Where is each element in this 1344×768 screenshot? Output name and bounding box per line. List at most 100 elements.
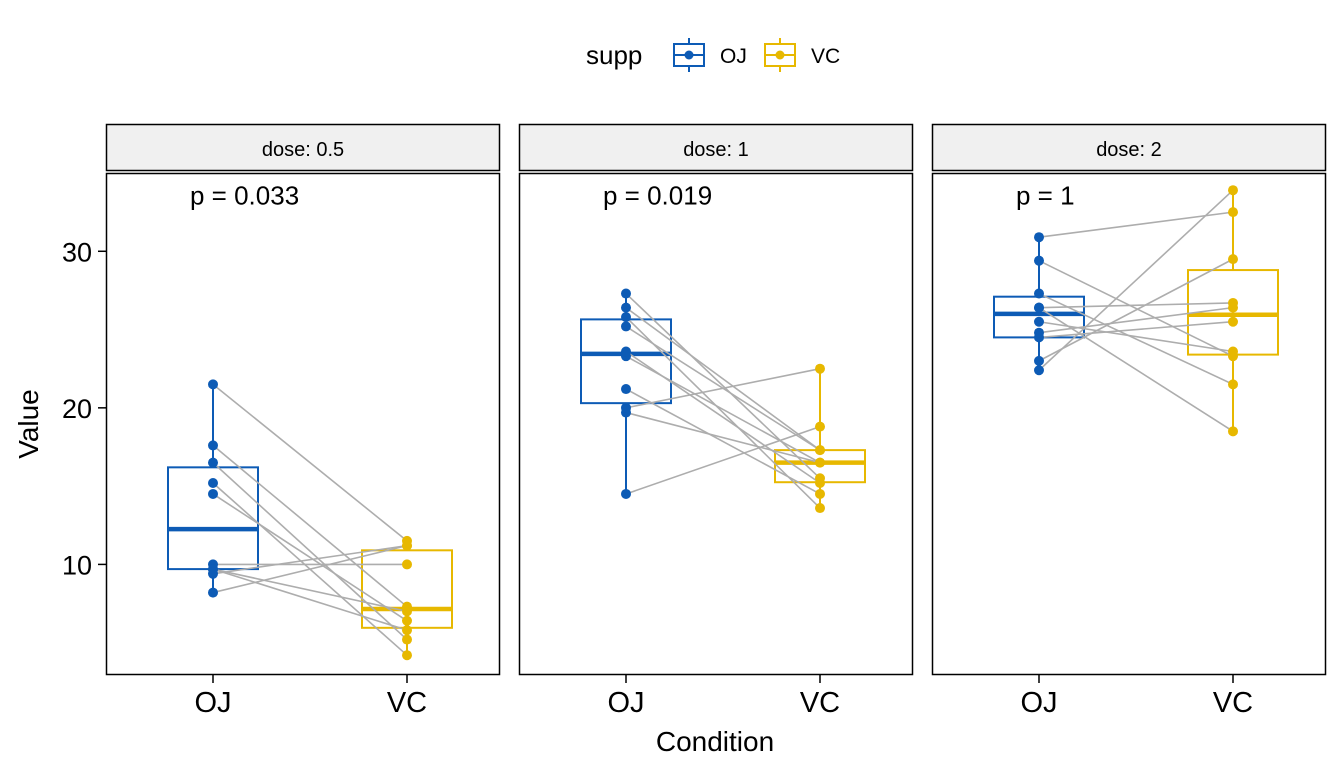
point-oj — [1034, 355, 1044, 366]
pair-lines — [625, 292, 821, 509]
point-vc — [815, 488, 825, 499]
pair-line — [212, 383, 408, 542]
panel-strip — [931, 123, 1327, 172]
point-oj — [621, 288, 631, 299]
pair-line — [1038, 189, 1234, 371]
panel-strip — [518, 123, 914, 172]
pair-line — [1038, 211, 1234, 238]
pair-line — [212, 493, 408, 622]
strip-label: dose: 1 — [683, 139, 749, 161]
pair-line — [1038, 259, 1234, 357]
pair-line — [625, 292, 821, 479]
point-vc — [1228, 426, 1238, 437]
strip-label: dose: 2 — [1096, 139, 1162, 161]
points — [621, 288, 825, 514]
pair-line — [212, 544, 408, 594]
point-vc — [1228, 185, 1238, 196]
panel-frame — [518, 172, 914, 676]
pair-line — [1038, 320, 1234, 339]
point-vc — [402, 625, 412, 636]
pair-line — [212, 444, 408, 608]
x-tick-label-vc: VC — [1213, 687, 1253, 719]
point-oj — [621, 488, 631, 499]
y-tick-label: 10 — [62, 550, 92, 580]
point-vc — [815, 421, 825, 432]
panel-frame — [931, 172, 1327, 676]
points — [208, 379, 412, 661]
point-oj — [1034, 232, 1044, 243]
point-vc — [815, 503, 825, 514]
point-vc — [815, 445, 825, 456]
point-oj — [1034, 288, 1044, 299]
point-oj — [1034, 365, 1044, 376]
point-vc — [402, 650, 412, 661]
panel-strip — [105, 123, 501, 172]
point-oj — [208, 457, 218, 468]
point-oj — [1034, 255, 1044, 266]
point-vc — [1228, 379, 1238, 390]
point-oj — [208, 564, 218, 575]
pair-line — [1038, 258, 1234, 362]
point-vc — [1228, 207, 1238, 218]
y-tick-label: 20 — [62, 394, 92, 424]
point-vc — [815, 363, 825, 374]
x-tick-label-vc: VC — [387, 687, 427, 719]
pair-line — [212, 568, 408, 613]
pair-lines — [1038, 189, 1234, 433]
pair-line — [625, 350, 821, 484]
pair-line — [1038, 320, 1234, 353]
pair-lines — [212, 383, 408, 656]
y-axis: 10 20 30 — [62, 237, 106, 580]
x-tick-label-oj: OJ — [607, 687, 644, 719]
panel-3: dose: 2 p = 1 OJ VC — [931, 123, 1327, 719]
point-vc — [1228, 297, 1238, 308]
pair-line — [625, 388, 821, 495]
point-oj — [1034, 327, 1044, 338]
point-vc — [402, 540, 412, 551]
point-oj — [208, 477, 218, 488]
x-tick-label-oj: OJ — [194, 687, 231, 719]
legend-key-oj — [673, 38, 705, 72]
pair-line — [1038, 292, 1234, 386]
point-oj — [621, 312, 631, 323]
point-oj — [1034, 316, 1044, 327]
point-vc — [402, 634, 412, 645]
legend-label-vc: VC — [811, 45, 840, 68]
legend-title: supp — [586, 40, 642, 70]
pair-line — [212, 568, 408, 631]
point-oj — [621, 302, 631, 313]
pair-line — [625, 325, 821, 451]
point-oj — [208, 379, 218, 390]
p-value-label: p = 1 — [1016, 180, 1075, 210]
point-oj — [621, 321, 631, 332]
point-vc — [815, 457, 825, 468]
panel-1: dose: 0.5 p = 0.033 OJ VC — [105, 123, 501, 719]
point-oj — [621, 346, 631, 357]
point-oj — [208, 440, 218, 451]
strip-label: dose: 0.5 — [262, 139, 344, 161]
point-oj — [208, 587, 218, 598]
panel-2: dose: 1 p = 0.019 OJ VC — [518, 123, 914, 719]
pair-line — [212, 462, 408, 641]
legend-key-vc — [764, 38, 796, 72]
x-tick-label-oj: OJ — [1020, 687, 1057, 719]
pair-line — [1038, 306, 1234, 334]
point-vc — [402, 615, 412, 626]
point-vc — [402, 559, 412, 570]
pair-line — [625, 306, 821, 451]
point-oj — [208, 488, 218, 499]
pair-line — [625, 425, 821, 495]
point-vc — [402, 606, 412, 617]
y-tick-label: 30 — [62, 237, 92, 267]
point-vc — [815, 473, 825, 484]
legend-key-point — [684, 50, 694, 60]
pair-line — [625, 411, 821, 464]
point-oj — [621, 384, 631, 395]
points — [1034, 185, 1238, 437]
panel-frame — [105, 172, 501, 676]
legend-label-oj: OJ — [720, 45, 747, 68]
pair-line — [212, 544, 408, 575]
legend-key-point — [775, 50, 785, 60]
